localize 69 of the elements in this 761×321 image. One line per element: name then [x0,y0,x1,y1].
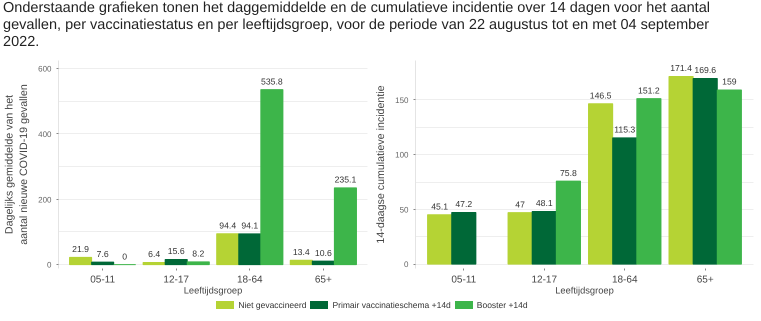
legend-label: Primair vaccinatieschema +14d [332,300,451,310]
bar [164,258,188,266]
data-label: 47 [515,199,526,210]
bar [290,260,313,266]
data-label: 0 [122,251,128,262]
data-label: 47.2 [455,199,472,210]
data-label: 6.4 [148,249,160,260]
data-label: 535.8 [261,76,283,86]
data-label: 94.1 [241,220,258,231]
y-tick-label: 200 [38,195,52,204]
bar [142,262,166,266]
y-tick-label: 150 [395,96,410,105]
data-label: 115.3 [614,124,636,135]
data-label: 159 [722,76,737,87]
bar [427,214,452,265]
bar [216,233,240,266]
y-axis-title: 14-daagse cumulatieve incidentie [375,85,388,244]
bar [238,233,262,266]
data-label: 48.1 [536,198,553,208]
bar [612,137,638,265]
data-label: 75.8 [560,168,578,178]
bar [91,262,114,266]
bar [588,103,614,265]
y-tick-label: 0 [47,260,52,270]
data-label: 15.6 [168,246,185,256]
bar [69,256,92,266]
bar [508,212,533,265]
x-tick-label: 05-11 [451,274,477,286]
x-tick-label: 12-17 [163,274,190,286]
data-label: 8.2 [192,248,204,259]
data-label: 169.6 [694,65,716,76]
x-tick-label: 65+ [314,274,332,286]
data-label: 235.1 [334,174,356,184]
x-tick-label: 18-64 [612,274,638,286]
bar [532,210,557,265]
legend-label: Booster +14d [476,300,528,310]
x-tick-label: 05-11 [90,274,116,286]
bar [668,76,694,265]
data-label: 7.6 [96,248,109,259]
bar [556,180,581,265]
y-tick-label: 100 [395,150,410,160]
data-label: 171.4 [670,63,692,74]
data-label: 13.4 [292,246,310,257]
x-axis-title: Leeftijdsgroep [184,286,242,296]
legend-label: Niet gevaccineerd [238,300,306,310]
x-axis-title: Leeftijdsgroep [555,286,614,296]
y-tick-label: 400 [38,130,52,139]
chart-title: Onderstaande grafieken tonen het daggemiddelde en de cumulatieve incidentie over 14 dagen voor het aantal gevallen, per vaccinatiestatus en per leeftijdsgroep, voor de periode van 22 augustus tot en met 04 september 2022. [3,0,711,51]
x-tick-label: 65+ [696,274,714,286]
data-label: 21.9 [72,244,90,254]
bar [716,90,742,265]
data-label: 45.1 [431,201,448,212]
bar [334,187,357,266]
y-tick-label: 600 [38,64,52,74]
bar [636,98,662,265]
data-label: 151.2 [638,85,660,96]
x-tick-label: 12-17 [531,274,558,286]
bar [312,260,335,266]
bar [692,78,718,265]
y-tick-label: 50 [400,205,410,214]
data-label: 10.6 [314,248,332,258]
data-label: 146.5 [590,90,612,100]
y-axis-title: Dagelijks gemiddelde van het aantal nieuwe COVID-19 gevallen [4,84,30,245]
data-label: 94.4 [219,220,236,230]
x-tick-label: 18-64 [237,274,264,286]
y-tick-label: 0 [404,260,410,270]
bar [260,89,284,266]
bar [451,212,476,265]
bar [186,261,210,266]
